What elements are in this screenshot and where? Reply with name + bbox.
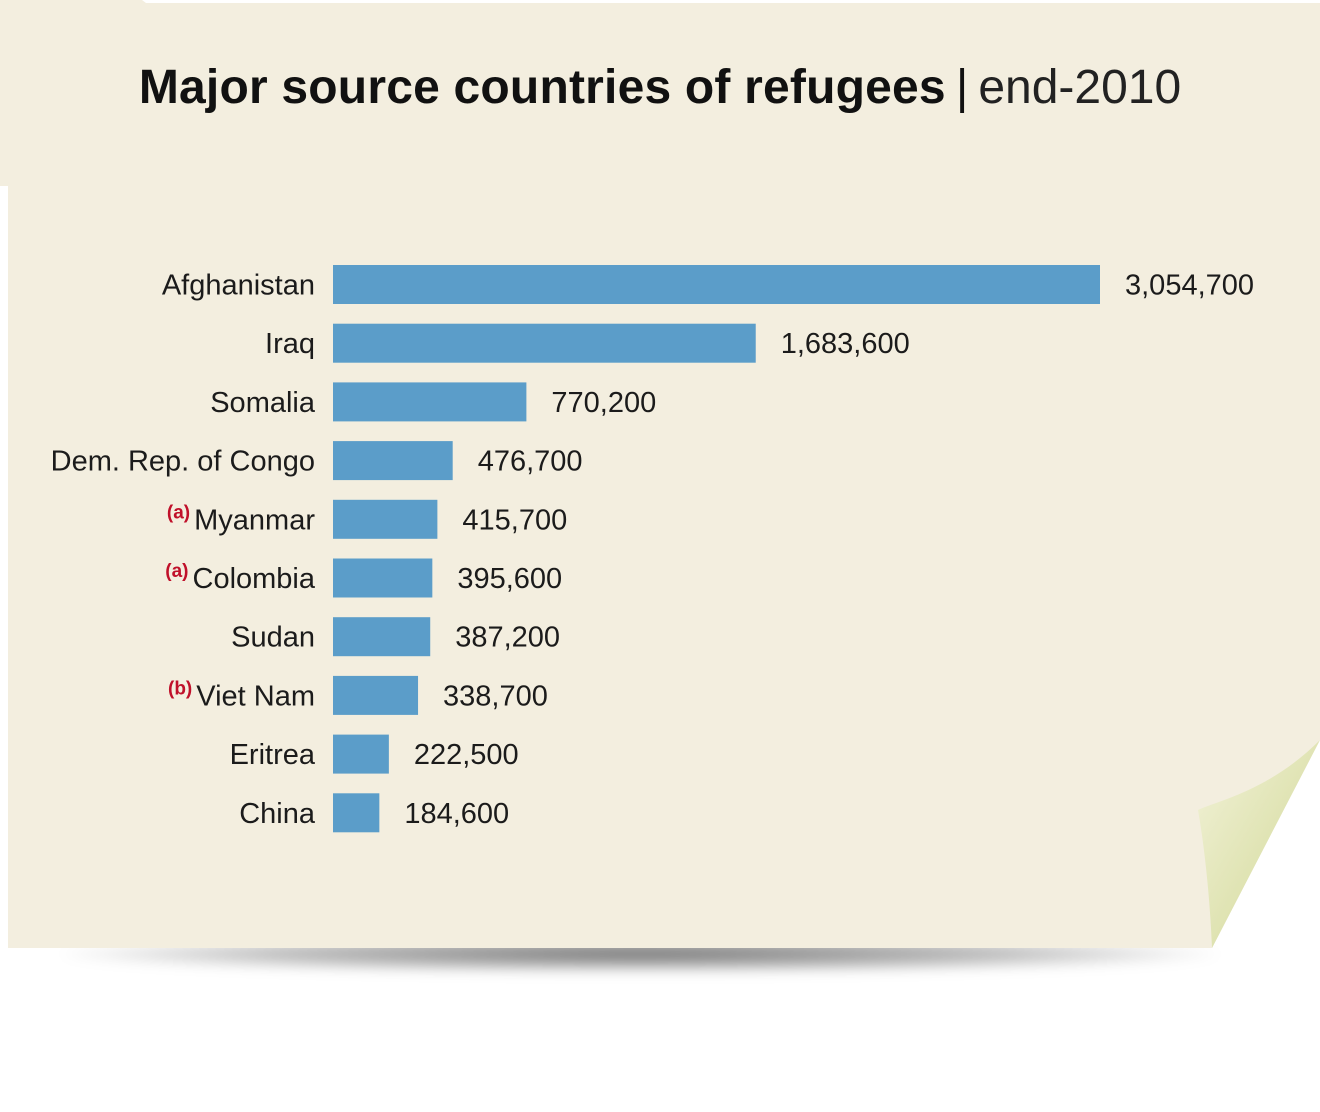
- value-label: 184,600: [404, 798, 509, 830]
- value-label: 338,700: [443, 680, 548, 712]
- value-label: 387,200: [455, 622, 560, 654]
- value-label: 395,600: [457, 563, 562, 595]
- category-label: Myanmar: [194, 504, 315, 536]
- category-label: Iraq: [265, 328, 315, 360]
- value-label: 476,700: [478, 446, 583, 478]
- value-label: 770,200: [551, 387, 656, 419]
- bar-myanmar: [333, 500, 437, 539]
- bar-sudan: [333, 617, 430, 656]
- bar-eritrea: [333, 735, 389, 774]
- value-label: 1,683,600: [781, 328, 910, 360]
- bar-colombia: [333, 559, 432, 598]
- value-label: 3,054,700: [1125, 270, 1254, 302]
- category-label: Viet Nam: [196, 680, 315, 712]
- category-label: Colombia: [193, 563, 316, 595]
- category-label: Dem. Rep. of Congo: [51, 446, 315, 478]
- footnote-marker: (a): [167, 502, 190, 523]
- bar-iraq: [333, 324, 756, 363]
- bar-afghanistan: [333, 265, 1100, 304]
- footnote-marker: (b): [168, 678, 192, 699]
- category-label: Eritrea: [230, 739, 316, 771]
- bar-viet-nam: [333, 676, 418, 715]
- value-label: 222,500: [414, 739, 519, 771]
- category-label: Afghanistan: [162, 270, 315, 302]
- value-label: 415,700: [462, 504, 567, 536]
- category-label: China: [239, 798, 316, 830]
- category-label: Somalia: [210, 387, 316, 419]
- bar-china: [333, 793, 379, 832]
- bar-somalia: [333, 382, 526, 421]
- bar-dem-rep-of-congo: [333, 441, 453, 480]
- category-label: Sudan: [231, 622, 315, 654]
- bar-chart: Afghanistan 3,054,700 Iraq 1,683,600 Somalia…: [0, 0, 1320, 948]
- footnote-marker: (a): [165, 561, 188, 582]
